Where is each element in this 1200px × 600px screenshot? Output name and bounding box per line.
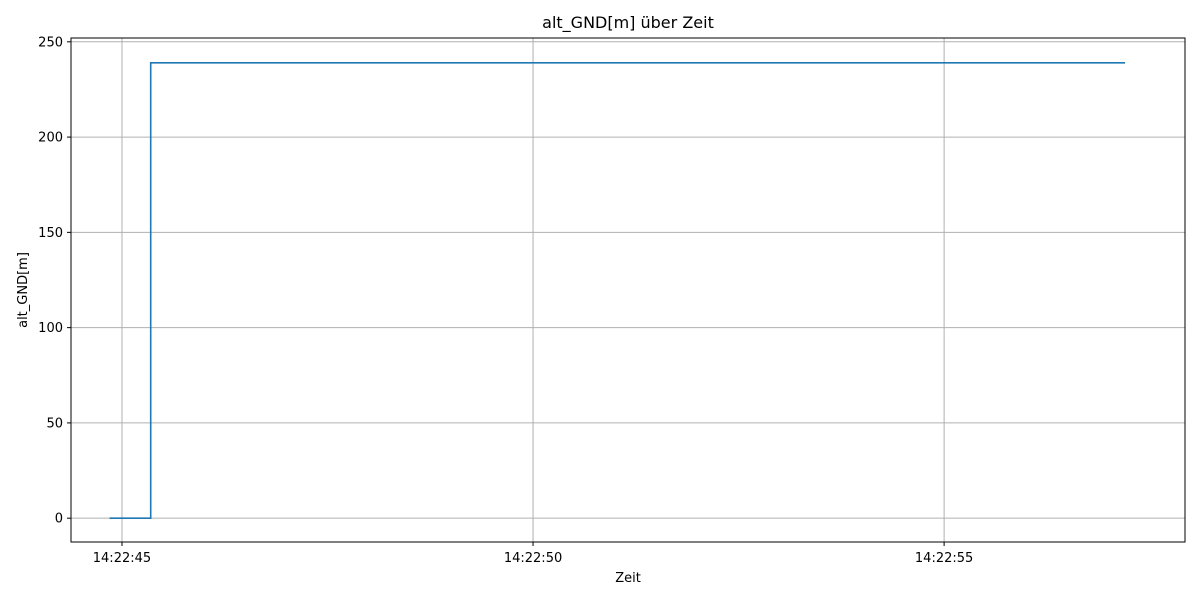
grid (71, 38, 1185, 542)
x-axis-label: Zeit (615, 571, 641, 586)
x-tick-label: 14:22:55 (915, 551, 973, 566)
y-tick-label: 200 (38, 131, 63, 146)
x-tick-label: 14:22:45 (93, 551, 151, 566)
y-tick-label: 150 (38, 226, 63, 241)
x-axis-ticks: 14:22:45 14:22:50 14:22:55 (93, 542, 973, 566)
x-tick-label: 14:22:50 (504, 551, 562, 566)
y-tick-label: 250 (38, 35, 63, 50)
y-tick-label: 50 (46, 416, 63, 431)
plot-frame (70, 37, 1186, 543)
y-tick-label: 0 (55, 512, 63, 527)
y-tick-label: 100 (38, 321, 63, 336)
series-layer (109, 61, 1125, 520)
chart-title: alt_GND[m] über Zeit (542, 13, 714, 33)
series-line (109, 61, 1125, 520)
y-axis-ticks: 0 50 100 150 200 250 (38, 35, 71, 527)
y-axis-label: alt_GND[m] (16, 252, 31, 328)
